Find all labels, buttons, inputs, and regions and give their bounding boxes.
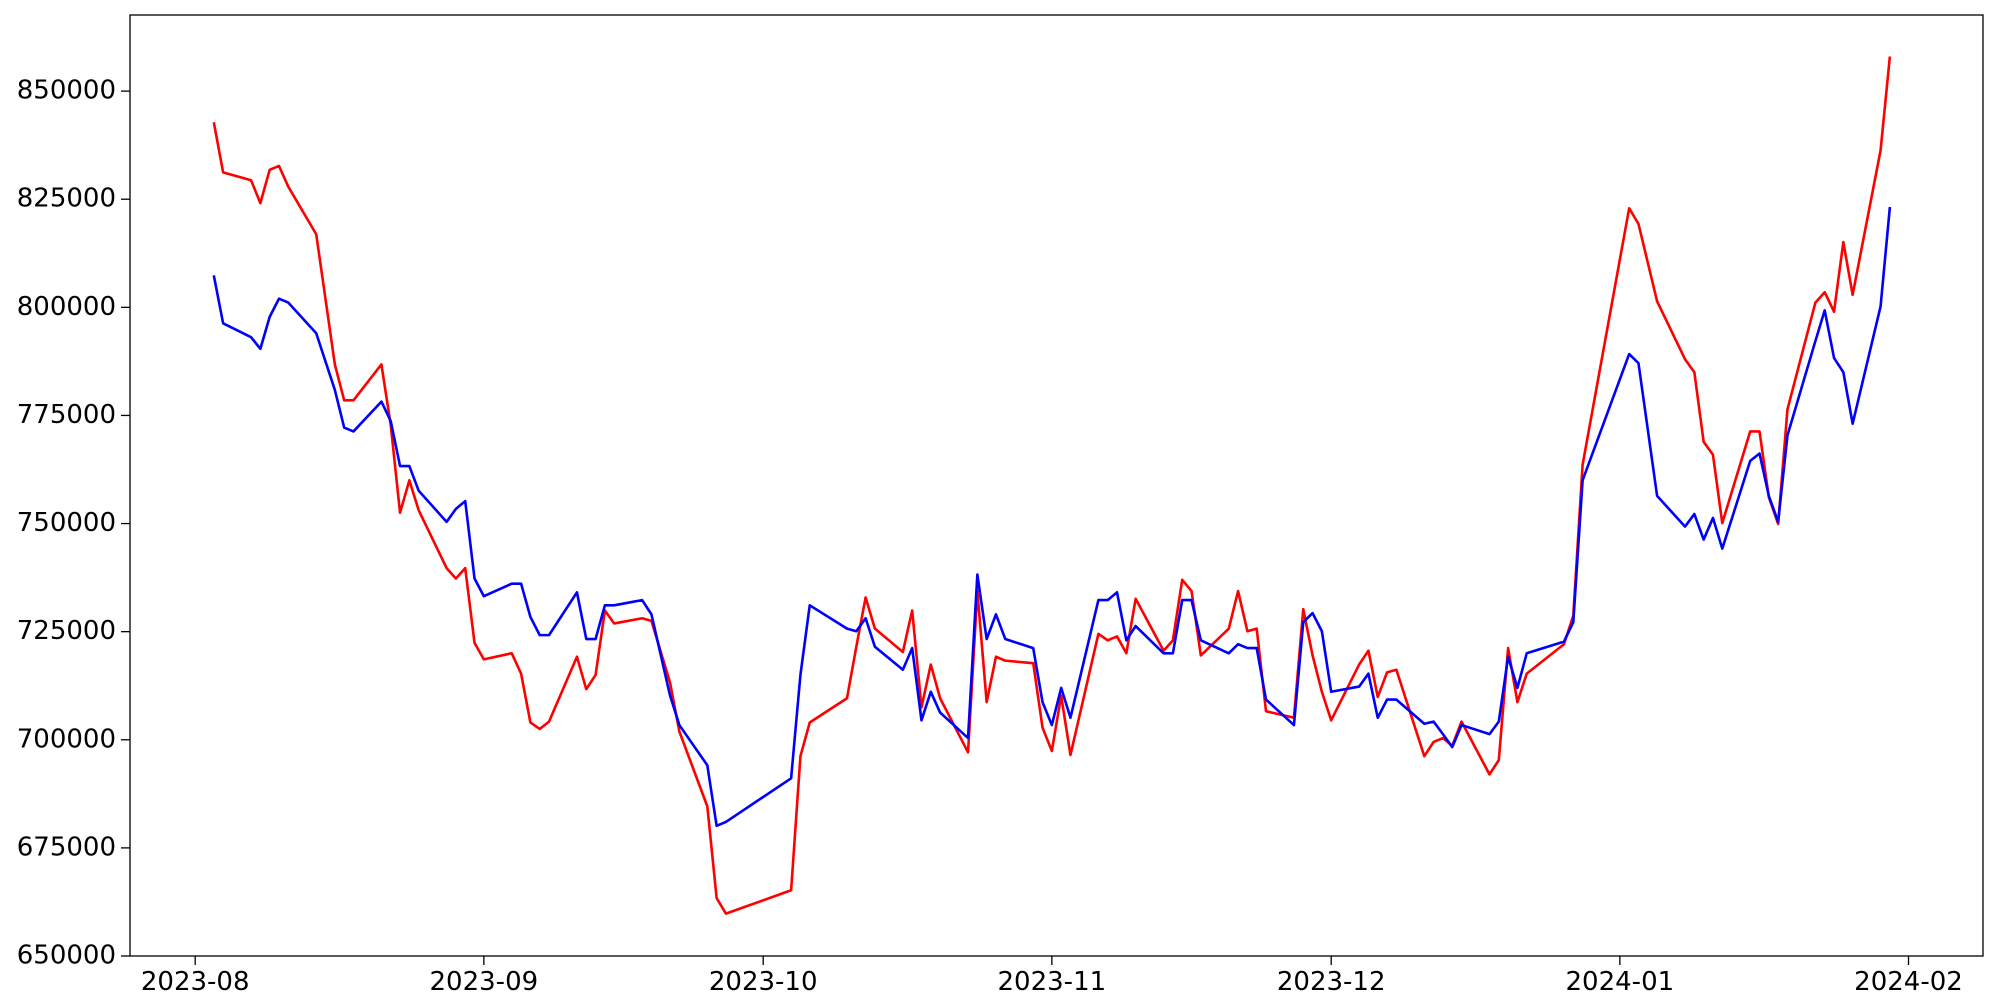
y-tick-label: 650000: [17, 941, 116, 971]
series-line: [212, 56, 1892, 915]
y-tick-label: 775000: [17, 400, 116, 430]
x-tick-label: 2024-02: [1854, 967, 1963, 997]
y-tick-label: 700000: [17, 724, 116, 754]
x-tick-label: 2023-09: [430, 967, 539, 997]
plot-frame: [129, 14, 1984, 957]
y-tick-label: 850000: [17, 76, 116, 106]
y-tick-label: 725000: [17, 616, 116, 646]
x-tick-label: 2023-08: [141, 967, 250, 997]
series-line: [212, 206, 1892, 828]
y-tick-label: 825000: [17, 184, 116, 214]
x-tick-label: 2023-12: [1277, 967, 1386, 997]
y-tick-label: 800000: [17, 292, 116, 322]
y-tick-label: 675000: [17, 832, 116, 862]
x-tick-label: 2023-11: [998, 967, 1107, 997]
y-tick-label: 750000: [17, 508, 116, 538]
x-tick-label: 2024-01: [1566, 967, 1675, 997]
x-tick-label: 2023-10: [709, 967, 818, 997]
